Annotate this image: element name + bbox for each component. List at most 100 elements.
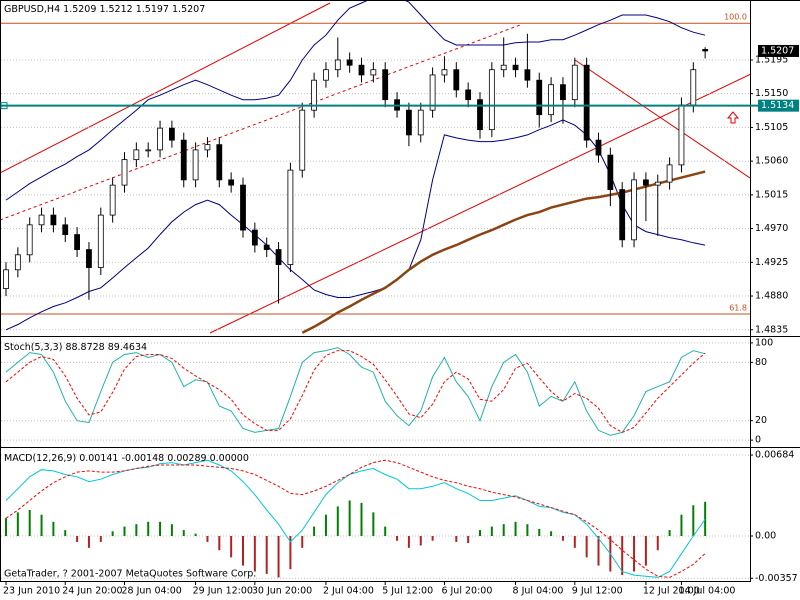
header-part: 1.5212 (99, 4, 132, 15)
header-part: -0.00148 (122, 453, 165, 464)
header-part: 1.5207 (172, 4, 205, 15)
x-tick-label: 23 Jun 2010 (3, 586, 60, 597)
trend-lines (1, 2, 750, 334)
y-tick-label: 1.5105 (755, 122, 788, 133)
y-tick-label: 100 (755, 337, 773, 348)
y-tick-label: 20 (755, 415, 767, 426)
candle-body (477, 99, 483, 131)
candle-body (524, 69, 531, 81)
candle-body (192, 149, 199, 181)
y-tick-label: 0.00684 (755, 450, 794, 461)
header-part: 0.00000 (210, 453, 249, 464)
candle-body (14, 254, 21, 271)
stoch-main (5, 347, 706, 436)
candle-body (74, 234, 80, 250)
candle-body (346, 59, 353, 66)
x-tick-label: 6 Jul 20:00 (441, 586, 492, 597)
panel-header: Stoch(5,3,3) 88.8728 89.4634 (4, 342, 147, 353)
y-tick-label: 0 (755, 435, 761, 446)
candle-body (631, 179, 637, 241)
candle-body (536, 79, 543, 116)
x-tick-label: 12 Jul 20:00 (643, 586, 700, 597)
arrow-marker (726, 111, 740, 124)
candle-body (690, 69, 697, 106)
channel-midline (1, 24, 521, 221)
price-line-box (758, 99, 799, 112)
candle-body (678, 104, 685, 166)
band-line (5, 1, 706, 201)
candle-body (334, 59, 341, 71)
candle-body (3, 269, 9, 289)
candle-body (702, 49, 709, 52)
channel-line (1, 2, 331, 174)
header-part: 89.4634 (108, 342, 147, 353)
y-tick-label: 1.5015 (755, 189, 788, 200)
candle-body (145, 149, 152, 152)
candle-body (643, 179, 649, 186)
candle-body (571, 64, 578, 101)
candle-body (666, 164, 673, 183)
header-part: GBPUSD,H4 (4, 4, 60, 15)
candle-body (607, 154, 614, 191)
y-tick-label: 1.5060 (755, 156, 788, 167)
header-part: 1.5209 (63, 4, 96, 15)
price-plot: 100.0 61.8 (1, 1, 750, 334)
candle-body (50, 214, 57, 226)
fib-label: 100.0 (724, 13, 747, 22)
panel-header: GBPUSD,H4 1.5209 1.5212 1.5197 1.5207 (4, 4, 205, 15)
candle-body (323, 69, 329, 81)
candle-body (38, 214, 45, 226)
candle-body (275, 249, 282, 265)
candle-body (26, 224, 33, 256)
header-part: 0.00141 (79, 453, 118, 464)
header-part: 88.8728 (65, 342, 104, 353)
candle-body (240, 184, 246, 231)
current-price-box (758, 44, 799, 57)
candle-body (121, 159, 128, 186)
channel-line (209, 73, 750, 334)
header-part: MACD(12,26,9) (4, 453, 76, 464)
y-tick-label: 1.5150 (755, 88, 788, 99)
x-tick-label: 14 Jul 04:00 (678, 586, 735, 597)
candle-body (62, 224, 69, 235)
candle-body (453, 69, 460, 91)
candle-body (595, 139, 602, 156)
candle-body (251, 229, 258, 246)
y-tick-label: 1.4835 (755, 324, 788, 335)
candle-body (157, 127, 163, 151)
y-tick-label: 1.4970 (755, 223, 788, 234)
candle-body (500, 64, 507, 71)
candle-body (512, 64, 519, 71)
x-tick-label: 30 Jun 20:00 (252, 586, 312, 597)
candle-body (287, 169, 294, 265)
y-tick-label: 1.5195 (755, 54, 788, 65)
candle-body (560, 84, 566, 101)
stoch-plot (5, 347, 706, 436)
candle-body (204, 144, 211, 151)
header-part: 0.00289 (167, 453, 206, 464)
candle-body (299, 109, 306, 171)
candle-body (465, 89, 472, 101)
x-tick-label: 5 Jul 12:00 (382, 586, 433, 597)
y-tick-label: 1.4880 (755, 291, 788, 302)
x-tick-label: 24 Jun 20:00 (62, 586, 122, 597)
candle-body (548, 84, 554, 116)
y-tick-label: 1.4925 (755, 257, 788, 268)
candle-body (263, 244, 270, 250)
candle-body (86, 249, 92, 268)
x-tick-label: 28 Jun 04:00 (122, 586, 182, 597)
moving-average (301, 170, 706, 334)
panel-header: MACD(12,26,9) 0.00141 -0.00148 0.00289 0… (4, 453, 249, 464)
y-tick-label: 80 (755, 357, 767, 368)
candle-body (429, 74, 436, 111)
candle-body (109, 184, 116, 216)
candle-body (133, 149, 140, 161)
candle-body (417, 109, 424, 136)
trend-line (574, 59, 750, 179)
candle-body (370, 69, 377, 76)
macd-plot (5, 459, 707, 578)
x-tick-label: 9 Jul 12:00 (572, 586, 623, 597)
candle-body (311, 79, 318, 111)
